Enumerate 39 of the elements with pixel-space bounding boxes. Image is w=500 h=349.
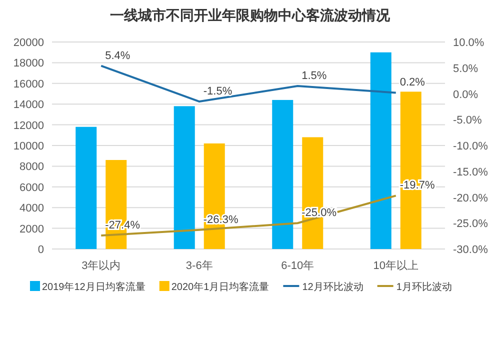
y-tick-label: 6000 [20, 182, 44, 194]
x-tick-label: 10年以上 [373, 259, 418, 272]
y2-tick-label: -15.0% [453, 166, 488, 178]
y2-tick-label: 10.0% [453, 37, 484, 49]
bar [76, 126, 97, 249]
chart-title: 一线城市不同开业年限购物中心客流波动情况 [110, 7, 391, 23]
y-tick-label: 2000 [20, 223, 44, 236]
x-tick-label: 6-10年 [281, 260, 314, 272]
y2-tick-label: -25.0% [453, 218, 488, 230]
y2-tick-label: -5.0% [453, 114, 482, 127]
legend-label: 2019年12月日均客流量 [42, 281, 146, 293]
y2-tick-label: 5.0% [453, 62, 478, 75]
y-tick-label: 8000 [20, 161, 44, 174]
y2-tick-label: -20.0% [453, 192, 488, 204]
legend-label: 2020年1月日均客流量 [171, 281, 270, 293]
y2-tick-label: -30.0% [453, 244, 488, 256]
bar [174, 106, 195, 249]
data-label: 1.5% [302, 70, 327, 82]
bar [272, 100, 294, 249]
line-series [100, 194, 397, 237]
line-series [100, 64, 397, 103]
y-tick-label: 20000 [13, 37, 44, 49]
y2-tick-label: 0.0% [453, 88, 478, 101]
y-tick-label: 16000 [13, 78, 44, 90]
y-tick-label: 10000 [13, 140, 44, 152]
x-tick-label: 3年以内 [82, 259, 121, 272]
bar [370, 52, 392, 249]
x-tick-label: 3-6年 [186, 260, 213, 272]
y-tick-label: 0 [38, 244, 44, 256]
y-tick-label: 4000 [20, 202, 44, 215]
legend-label: 1月环比波动 [396, 281, 452, 293]
legend-label: 12月环比波动 [302, 281, 364, 293]
y-tick-label: 12000 [13, 120, 44, 132]
data-label: 5.4% [105, 50, 130, 62]
y-tick-label: 18000 [13, 58, 44, 70]
y-tick-label: 14000 [13, 99, 44, 112]
data-label: 0.2% [400, 76, 426, 89]
y2-tick-label: -10.0% [453, 140, 488, 152]
data-label: -1.5% [203, 86, 232, 98]
